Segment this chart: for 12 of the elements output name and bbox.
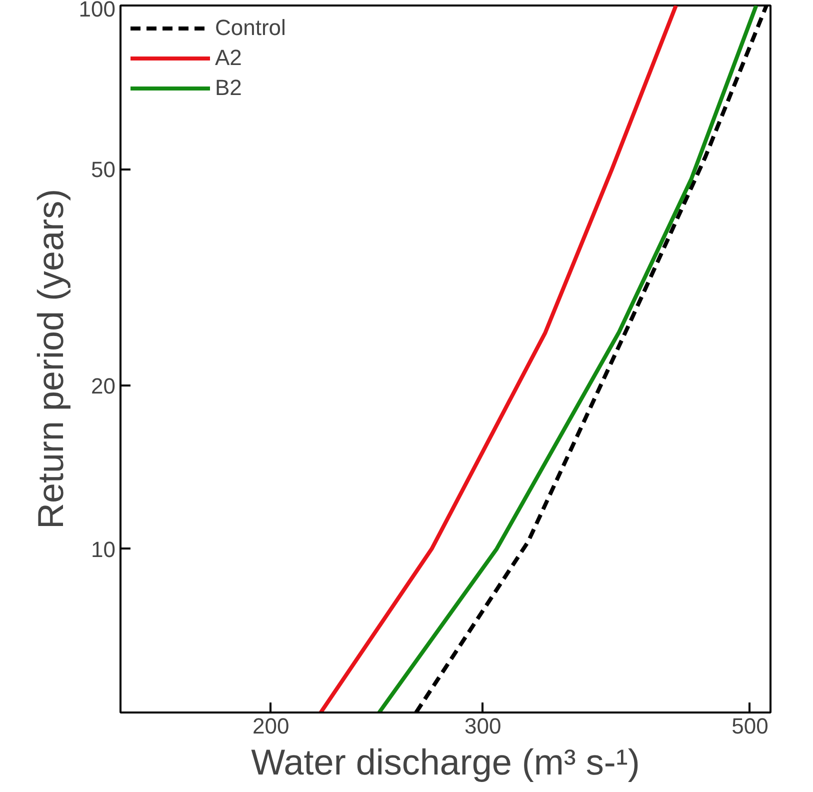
y-axis-title: Return period (years) [30, 188, 71, 530]
y-tick-label: 50 [91, 157, 116, 182]
y-tick-label: 20 [91, 373, 116, 398]
legend-label: B2 [215, 75, 242, 101]
x-axis-title: Water discharge (m³ s-¹) [251, 742, 640, 782]
x-tick-label: 200 [252, 714, 290, 738]
x-tick-label: 300 [464, 714, 502, 738]
x-tick-label: 500 [732, 714, 768, 738]
y-tick-label: 10 [91, 536, 116, 562]
legend-label: Control [215, 15, 286, 41]
y-tick-label: 100 [78, 0, 116, 22]
legend-label: A2 [215, 45, 242, 71]
